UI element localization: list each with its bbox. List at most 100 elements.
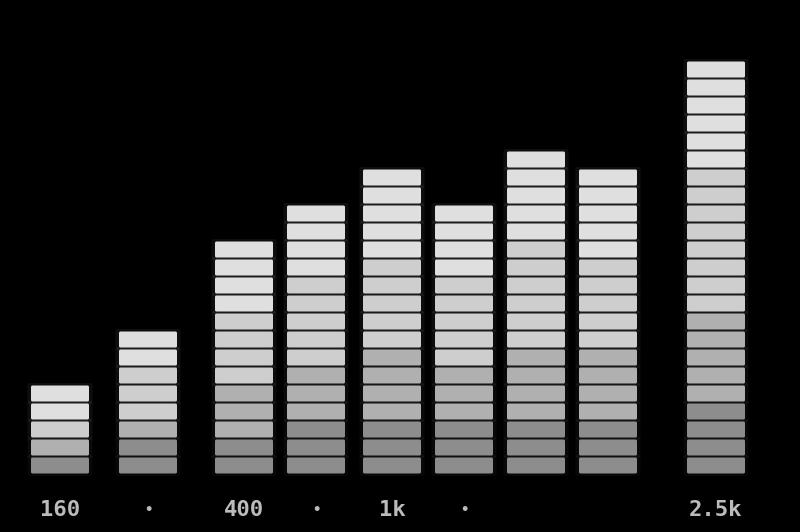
FancyBboxPatch shape bbox=[579, 368, 637, 384]
FancyBboxPatch shape bbox=[683, 275, 749, 296]
FancyBboxPatch shape bbox=[431, 347, 497, 368]
FancyBboxPatch shape bbox=[363, 295, 421, 312]
FancyBboxPatch shape bbox=[507, 331, 565, 347]
FancyBboxPatch shape bbox=[287, 295, 345, 312]
FancyBboxPatch shape bbox=[215, 439, 273, 455]
FancyBboxPatch shape bbox=[435, 350, 493, 365]
FancyBboxPatch shape bbox=[119, 350, 177, 365]
FancyBboxPatch shape bbox=[363, 205, 421, 221]
FancyBboxPatch shape bbox=[575, 203, 641, 224]
FancyBboxPatch shape bbox=[287, 350, 345, 365]
FancyBboxPatch shape bbox=[507, 313, 565, 329]
FancyBboxPatch shape bbox=[503, 149, 569, 170]
FancyBboxPatch shape bbox=[359, 239, 425, 260]
FancyBboxPatch shape bbox=[579, 187, 637, 204]
FancyBboxPatch shape bbox=[363, 223, 421, 239]
FancyBboxPatch shape bbox=[579, 170, 637, 186]
FancyBboxPatch shape bbox=[687, 386, 745, 402]
FancyBboxPatch shape bbox=[215, 331, 273, 347]
FancyBboxPatch shape bbox=[435, 368, 493, 384]
FancyBboxPatch shape bbox=[687, 295, 745, 312]
FancyBboxPatch shape bbox=[119, 403, 177, 420]
FancyBboxPatch shape bbox=[215, 260, 273, 276]
FancyBboxPatch shape bbox=[687, 313, 745, 329]
FancyBboxPatch shape bbox=[287, 313, 345, 329]
FancyBboxPatch shape bbox=[687, 187, 745, 204]
FancyBboxPatch shape bbox=[215, 421, 273, 437]
FancyBboxPatch shape bbox=[683, 77, 749, 98]
FancyBboxPatch shape bbox=[507, 386, 565, 402]
FancyBboxPatch shape bbox=[435, 295, 493, 312]
FancyBboxPatch shape bbox=[507, 205, 565, 221]
FancyBboxPatch shape bbox=[283, 293, 349, 314]
FancyBboxPatch shape bbox=[579, 242, 637, 257]
FancyBboxPatch shape bbox=[431, 329, 497, 350]
FancyBboxPatch shape bbox=[359, 167, 425, 188]
FancyBboxPatch shape bbox=[683, 293, 749, 314]
Text: •: • bbox=[312, 503, 320, 517]
FancyBboxPatch shape bbox=[687, 421, 745, 437]
FancyBboxPatch shape bbox=[579, 458, 637, 473]
FancyBboxPatch shape bbox=[119, 458, 177, 473]
FancyBboxPatch shape bbox=[359, 185, 425, 206]
FancyBboxPatch shape bbox=[687, 458, 745, 473]
FancyBboxPatch shape bbox=[683, 113, 749, 134]
Text: 160: 160 bbox=[40, 500, 80, 520]
FancyBboxPatch shape bbox=[431, 203, 497, 224]
FancyBboxPatch shape bbox=[683, 167, 749, 188]
FancyBboxPatch shape bbox=[31, 439, 89, 455]
FancyBboxPatch shape bbox=[431, 257, 497, 278]
FancyBboxPatch shape bbox=[287, 421, 345, 437]
FancyBboxPatch shape bbox=[683, 149, 749, 170]
FancyBboxPatch shape bbox=[287, 439, 345, 455]
FancyBboxPatch shape bbox=[683, 185, 749, 206]
FancyBboxPatch shape bbox=[115, 401, 181, 422]
FancyBboxPatch shape bbox=[435, 313, 493, 329]
FancyBboxPatch shape bbox=[119, 368, 177, 384]
FancyBboxPatch shape bbox=[115, 365, 181, 386]
FancyBboxPatch shape bbox=[363, 386, 421, 402]
FancyBboxPatch shape bbox=[687, 79, 745, 96]
FancyBboxPatch shape bbox=[287, 403, 345, 420]
FancyBboxPatch shape bbox=[27, 401, 93, 422]
FancyBboxPatch shape bbox=[359, 275, 425, 296]
FancyBboxPatch shape bbox=[435, 421, 493, 437]
FancyBboxPatch shape bbox=[363, 403, 421, 420]
FancyBboxPatch shape bbox=[507, 170, 565, 186]
FancyBboxPatch shape bbox=[503, 167, 569, 188]
FancyBboxPatch shape bbox=[211, 311, 277, 332]
FancyBboxPatch shape bbox=[503, 185, 569, 206]
FancyBboxPatch shape bbox=[507, 260, 565, 276]
Text: 2.5k: 2.5k bbox=[690, 500, 742, 520]
FancyBboxPatch shape bbox=[215, 295, 273, 312]
FancyBboxPatch shape bbox=[683, 221, 749, 242]
FancyBboxPatch shape bbox=[507, 187, 565, 204]
FancyBboxPatch shape bbox=[575, 329, 641, 350]
FancyBboxPatch shape bbox=[215, 403, 273, 420]
FancyBboxPatch shape bbox=[215, 350, 273, 365]
FancyBboxPatch shape bbox=[211, 347, 277, 368]
FancyBboxPatch shape bbox=[287, 368, 345, 384]
FancyBboxPatch shape bbox=[435, 403, 493, 420]
FancyBboxPatch shape bbox=[431, 275, 497, 296]
FancyBboxPatch shape bbox=[283, 275, 349, 296]
FancyBboxPatch shape bbox=[363, 260, 421, 276]
FancyBboxPatch shape bbox=[435, 223, 493, 239]
FancyBboxPatch shape bbox=[575, 275, 641, 296]
FancyBboxPatch shape bbox=[503, 221, 569, 242]
FancyBboxPatch shape bbox=[211, 365, 277, 386]
FancyBboxPatch shape bbox=[575, 311, 641, 332]
FancyBboxPatch shape bbox=[359, 221, 425, 242]
FancyBboxPatch shape bbox=[687, 403, 745, 420]
FancyBboxPatch shape bbox=[687, 260, 745, 276]
FancyBboxPatch shape bbox=[287, 260, 345, 276]
FancyBboxPatch shape bbox=[287, 205, 345, 221]
FancyBboxPatch shape bbox=[507, 403, 565, 420]
FancyBboxPatch shape bbox=[435, 386, 493, 402]
FancyBboxPatch shape bbox=[687, 62, 745, 78]
FancyBboxPatch shape bbox=[283, 257, 349, 278]
FancyBboxPatch shape bbox=[363, 458, 421, 473]
FancyBboxPatch shape bbox=[507, 368, 565, 384]
FancyBboxPatch shape bbox=[579, 350, 637, 365]
FancyBboxPatch shape bbox=[507, 421, 565, 437]
